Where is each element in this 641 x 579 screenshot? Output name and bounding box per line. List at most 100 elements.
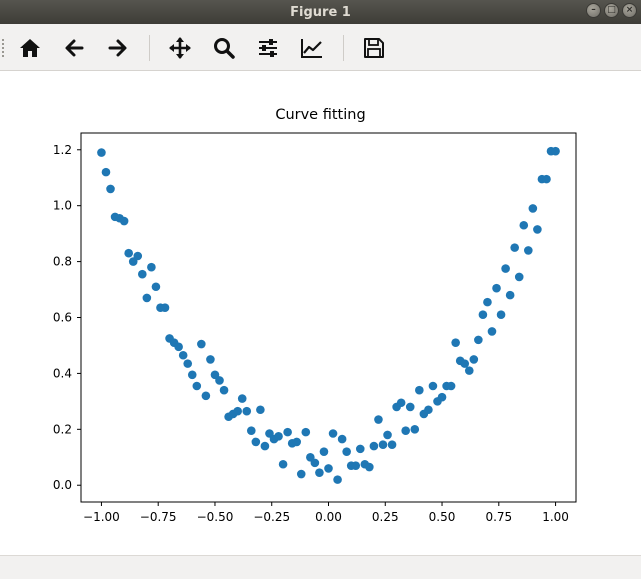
data-point — [256, 405, 265, 415]
data-point — [469, 355, 479, 364]
title-bar[interactable]: Figure 1 – □ × — [0, 0, 641, 24]
data-point — [342, 447, 351, 456]
data-point — [178, 350, 188, 360]
data-point — [233, 406, 242, 416]
scatter-plot[interactable]: −1.00 −0.75 −0.50 −0.25 0.00 0.25 0.50 0.75 1.00… — [0, 71, 641, 555]
configure-subplots-button[interactable] — [253, 33, 283, 63]
data-point — [533, 225, 542, 234]
x-tick-label: 0.50 — [429, 510, 456, 524]
chart-title: Curve fitting — [275, 107, 366, 123]
toolbar-separator — [343, 35, 344, 61]
data-point — [246, 426, 256, 436]
sliders-icon — [259, 39, 277, 57]
status-bar — [0, 555, 641, 579]
data-point — [351, 461, 361, 470]
data-point — [219, 385, 229, 395]
data-point — [160, 303, 170, 313]
home-button[interactable] — [15, 33, 45, 63]
x-tick-label: 0.75 — [485, 510, 512, 524]
data-point — [97, 148, 106, 157]
edit-axis-button[interactable] — [297, 33, 327, 63]
data-point — [551, 146, 560, 156]
minimize-button[interactable]: – — [586, 3, 601, 18]
toolbar-separator — [149, 35, 150, 61]
y-tick-label: 0.4 — [53, 366, 72, 380]
zoom-button[interactable] — [209, 33, 239, 63]
data-point — [415, 385, 424, 395]
x-tick-label: −0.75 — [140, 510, 177, 524]
data-point — [378, 440, 388, 449]
data-point — [496, 310, 506, 320]
back-button[interactable] — [59, 33, 89, 63]
y-tick-label: 0.2 — [53, 422, 72, 436]
data-point — [542, 174, 551, 184]
data-point — [274, 432, 283, 441]
data-point — [355, 444, 365, 454]
data-point — [424, 405, 433, 415]
data-point — [315, 468, 324, 477]
data-point — [151, 282, 161, 292]
data-point — [319, 447, 329, 456]
y-tick-label: 0.8 — [53, 255, 72, 269]
forward-button[interactable] — [103, 33, 133, 63]
window-controls: – □ × — [586, 3, 637, 18]
data-point — [464, 366, 474, 375]
data-point — [283, 427, 292, 437]
data-point — [174, 342, 183, 352]
data-point — [142, 293, 152, 303]
data-point — [292, 437, 302, 447]
x-tick-label: −0.50 — [197, 510, 234, 524]
data-point — [187, 370, 197, 380]
y-tick-label: 1.2 — [53, 143, 72, 157]
data-point — [505, 290, 515, 300]
data-point — [296, 469, 306, 479]
data-point — [487, 327, 497, 336]
data-point — [405, 402, 415, 412]
data-point — [401, 426, 411, 436]
y-tick-label: 0.6 — [53, 311, 72, 325]
data-point — [215, 376, 224, 385]
data-point — [524, 246, 533, 255]
data-point — [428, 381, 438, 391]
data-point — [242, 406, 252, 416]
data-point — [501, 264, 510, 273]
save-button[interactable] — [359, 33, 389, 63]
x-tick-label: −0.25 — [253, 510, 290, 524]
window-title: Figure 1 — [290, 4, 351, 20]
data-point — [474, 335, 483, 345]
data-point — [251, 437, 261, 447]
data-point — [310, 458, 320, 468]
data-point — [133, 251, 143, 261]
data-point — [478, 310, 488, 320]
data-point — [492, 283, 501, 293]
data-point — [106, 184, 115, 194]
data-point — [387, 440, 397, 449]
move-icon — [169, 37, 191, 59]
floppy-disk-icon — [364, 38, 384, 58]
data-point — [365, 462, 374, 472]
close-button[interactable]: × — [622, 3, 637, 18]
data-point — [333, 475, 342, 484]
x-tick-label: −1.00 — [83, 510, 120, 524]
data-point — [396, 398, 406, 408]
data-point — [410, 425, 420, 434]
maximize-button[interactable]: □ — [604, 3, 619, 18]
toolbar-grip-icon[interactable] — [2, 39, 4, 57]
data-point — [446, 381, 456, 391]
data-point — [124, 248, 133, 258]
pan-button[interactable] — [165, 33, 195, 63]
data-point — [324, 464, 333, 473]
data-point — [528, 204, 538, 213]
data-point — [197, 339, 206, 349]
data-point — [201, 391, 211, 401]
data-point — [237, 394, 247, 403]
x-tick-label: 0.00 — [315, 510, 342, 524]
data-point — [437, 392, 447, 402]
navigation-toolbar — [0, 24, 641, 71]
data-point — [519, 220, 529, 230]
data-point — [369, 441, 379, 451]
figure-canvas[interactable]: Curve fitting −1.00 −0.75 −0.50 −0.25 0.00 0.… — [0, 71, 641, 555]
data-point — [183, 359, 193, 368]
data-point — [119, 216, 129, 226]
